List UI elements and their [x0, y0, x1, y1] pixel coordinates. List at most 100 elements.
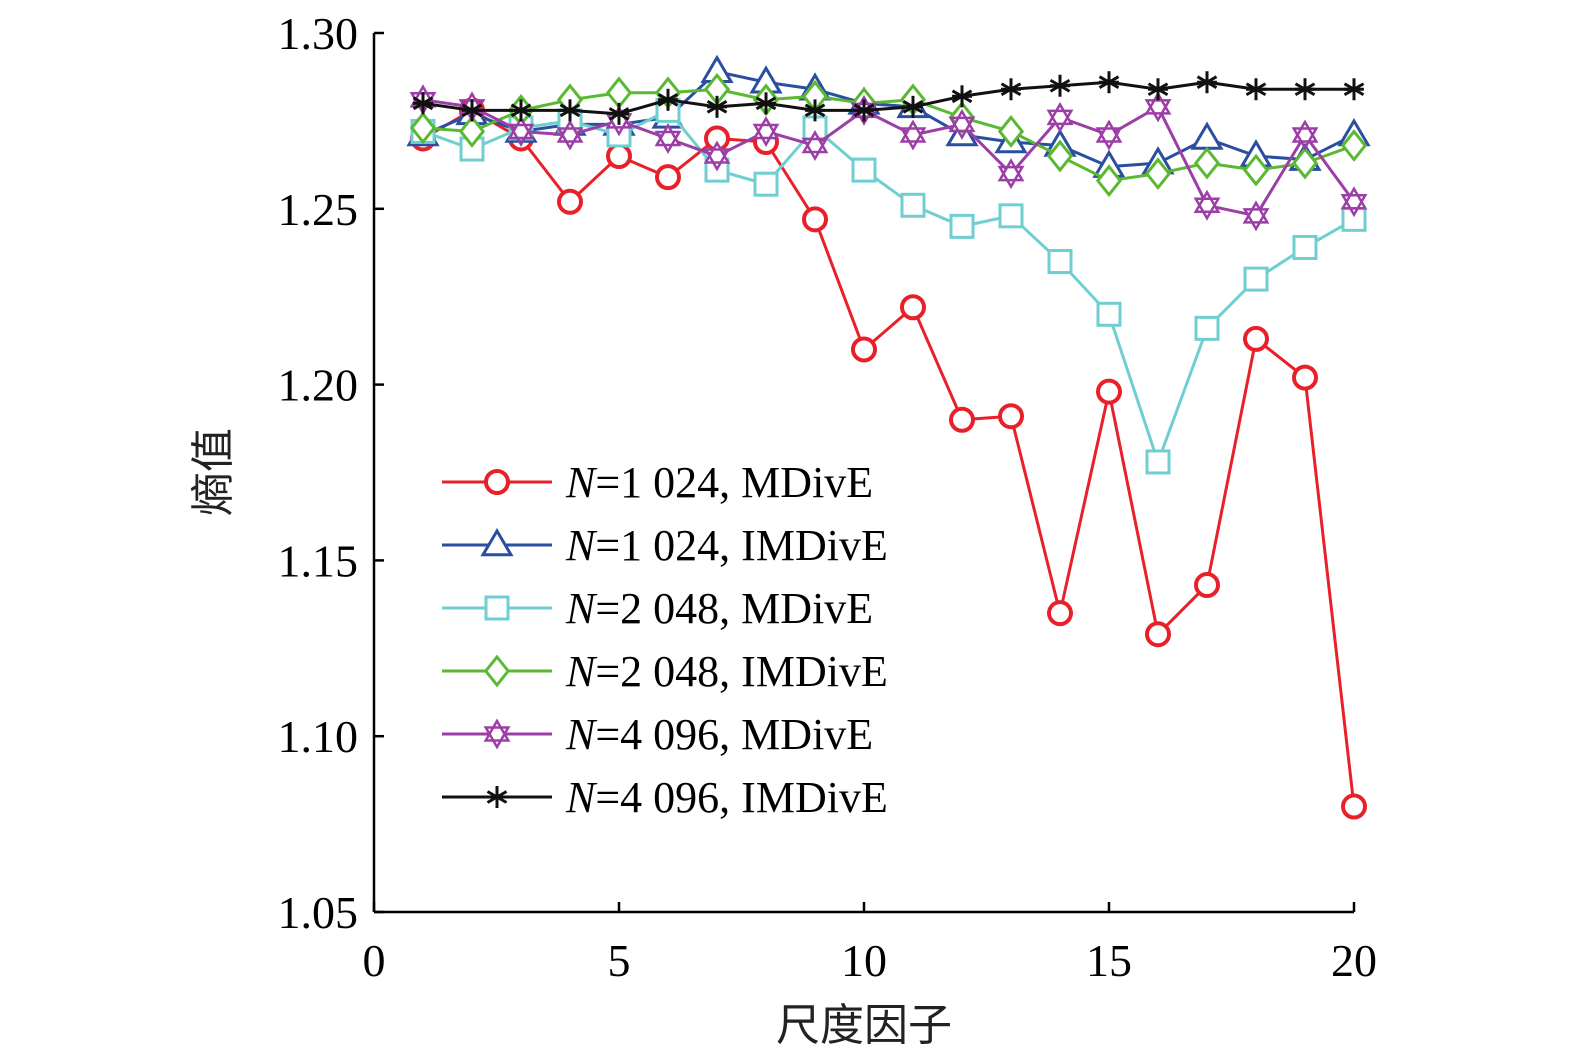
- legend-label-var: N: [565, 458, 598, 507]
- marker-part: [1291, 119, 1319, 143]
- legend-label: N=4 096, MDivE: [565, 710, 873, 759]
- legend-item: N=4 096, IMDivE: [442, 773, 888, 822]
- data-point: [997, 115, 1025, 148]
- legend-label: N=2 048, MDivE: [565, 584, 873, 633]
- data-point: [1098, 71, 1120, 94]
- legend-item: N=4 096, MDivE: [442, 710, 873, 759]
- x-axis-title: 尺度因子: [776, 1000, 952, 1051]
- marker-part: [556, 127, 584, 151]
- marker-part: [997, 165, 1025, 190]
- marker-part: [1340, 194, 1368, 218]
- data-point: [1292, 364, 1318, 391]
- data-point: [1000, 78, 1022, 101]
- legend-label-var: N: [565, 647, 598, 696]
- marker-part: [654, 130, 682, 154]
- marker-part: [1291, 127, 1319, 151]
- marker-part: [1046, 109, 1074, 133]
- data-point: [755, 92, 777, 115]
- data-point: [1046, 139, 1074, 173]
- legend-label-var: N: [565, 584, 598, 633]
- data-point: [1095, 164, 1123, 198]
- legend-label-rest: =1 024, MDivE: [595, 458, 873, 507]
- legend-label-rest: =2 048, IMDivE: [595, 647, 887, 696]
- marker-part: [1242, 208, 1270, 232]
- marker-part: [483, 726, 511, 750]
- ticks: 1.05 1.10 1.15 1.20 1.25 1.30 0 5 10 15 20: [278, 8, 1378, 986]
- data-point: [507, 115, 535, 147]
- series-2: [406, 54, 1371, 178]
- x-tick-label: 10: [841, 935, 887, 986]
- marker-part: [1193, 189, 1221, 214]
- y-tick-label: 1.10: [278, 711, 359, 762]
- legend-item: N=1 024, IMDivE: [442, 521, 888, 570]
- data-point: [409, 111, 437, 145]
- data-point: [1193, 189, 1221, 221]
- data-point: [1193, 146, 1221, 180]
- data-point: [605, 76, 633, 110]
- x-tick-label: 15: [1086, 935, 1132, 986]
- data-point: [753, 171, 779, 197]
- legend-label: N=1 024, MDivE: [565, 458, 873, 507]
- data-point: [1047, 249, 1073, 275]
- marker-part: [948, 116, 976, 140]
- legend-label: N=1 024, IMDivE: [565, 521, 888, 570]
- marker-part: [1193, 197, 1221, 221]
- data-point: [949, 406, 975, 433]
- data-point: [1144, 91, 1172, 123]
- marker-part: [1242, 200, 1270, 224]
- y-axis-title: 熵值: [188, 428, 239, 516]
- data-point: [1291, 146, 1319, 180]
- data-point: [1243, 266, 1269, 292]
- y-tick-label: 1.25: [278, 184, 359, 235]
- data-point: [1340, 186, 1368, 218]
- data-point: [510, 99, 532, 122]
- data-point: [703, 140, 731, 172]
- data-point: [556, 119, 584, 151]
- data-point: [949, 213, 975, 239]
- marker-part: [1046, 101, 1074, 126]
- data-point: [804, 99, 826, 122]
- legend-item: N=2 048, MDivE: [442, 584, 873, 633]
- data-point: [801, 130, 829, 162]
- data-point: [461, 99, 483, 122]
- data-point: [655, 164, 681, 191]
- data-point: [1144, 157, 1172, 191]
- data-point: [1291, 119, 1319, 151]
- data-point: [998, 403, 1024, 430]
- data-point: [851, 157, 877, 183]
- data-point: [412, 92, 434, 115]
- y-tick-label: 1.05: [278, 887, 359, 938]
- data-point: [1095, 119, 1123, 151]
- data-point: [1341, 206, 1367, 232]
- marker-part: [752, 123, 780, 147]
- legend-label-var: N: [565, 773, 598, 822]
- data-point: [853, 99, 875, 122]
- data-point: [654, 122, 682, 154]
- data-point: [1145, 621, 1171, 648]
- marker-part: [801, 137, 829, 162]
- data-point: [1049, 74, 1071, 97]
- data-point: [1196, 71, 1218, 94]
- data-point: [1194, 315, 1220, 341]
- marker-part: [899, 127, 927, 151]
- data-point: [458, 115, 486, 148]
- data-point: [1294, 78, 1316, 101]
- data-point: [1243, 325, 1269, 352]
- marker-part: [752, 115, 780, 140]
- data-point: [706, 95, 728, 118]
- data-point: [1047, 600, 1073, 627]
- legend-label-rest: =1 024, IMDivE: [595, 521, 887, 570]
- legend-label: N=4 096, IMDivE: [565, 773, 888, 822]
- data-point: [900, 192, 926, 218]
- data-point: [1245, 78, 1267, 101]
- x-tick-label: 20: [1331, 935, 1377, 986]
- marker-part: [703, 148, 731, 172]
- data-point: [1096, 378, 1122, 405]
- y-tick-label: 1.15: [278, 535, 359, 586]
- legend-marker: [483, 654, 511, 688]
- legend-marker: [483, 718, 511, 750]
- data-point: [1242, 200, 1270, 232]
- data-point: [1343, 78, 1365, 101]
- data-point: [1145, 449, 1171, 475]
